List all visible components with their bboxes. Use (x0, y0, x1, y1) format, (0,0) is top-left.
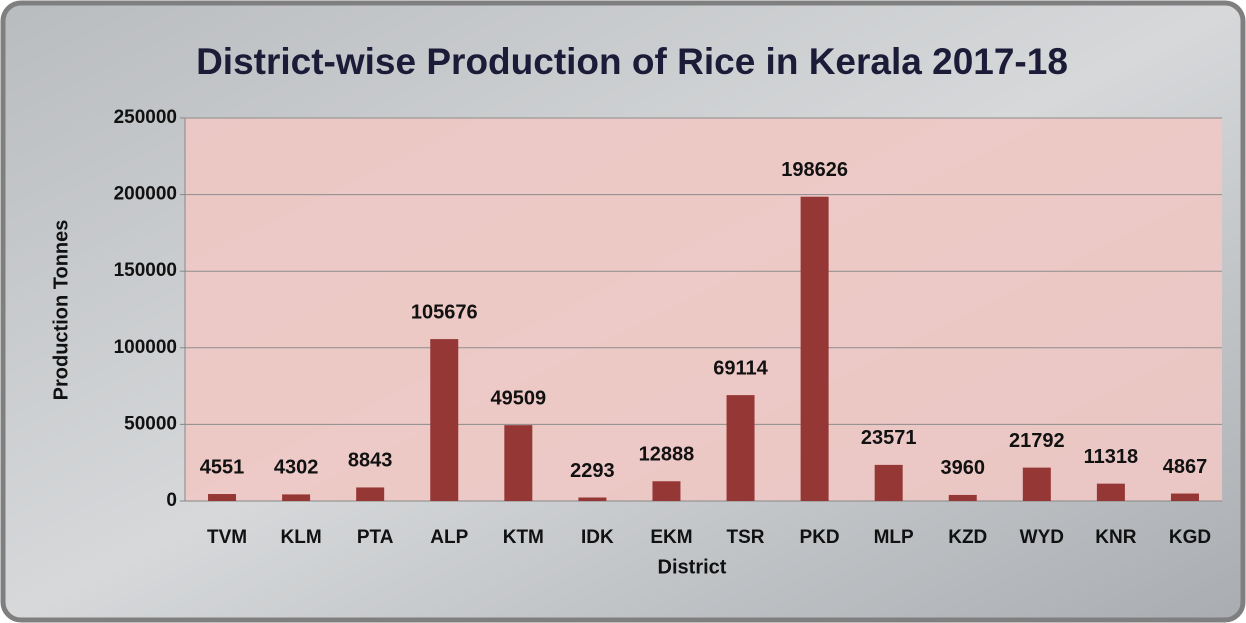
value-label: 3960 (941, 457, 986, 479)
x-tick-label: KTM (503, 527, 544, 548)
value-label: 23571 (861, 427, 917, 449)
x-tick-label: PTA (357, 527, 394, 548)
x-tick-label: TSR (727, 527, 765, 548)
bar (801, 197, 829, 501)
value-label: 8843 (348, 450, 393, 472)
bar (282, 494, 310, 501)
bar (356, 487, 384, 501)
value-label: 49509 (491, 387, 547, 409)
bar (875, 465, 903, 501)
value-label: 2293 (570, 460, 615, 482)
x-tick-label: IDK (581, 527, 614, 548)
x-tick-label: MLP (874, 527, 914, 548)
x-tick-label: KLM (281, 527, 322, 548)
page: {"chart_data": {"type": "bar", "title": … (0, 0, 1246, 623)
bar (578, 497, 606, 501)
chart: District-wise Production of Rice in Kera… (0, 0, 1246, 623)
value-label: 4551 (200, 456, 245, 478)
value-label: 4302 (274, 457, 319, 479)
value-label: 4867 (1163, 456, 1208, 478)
bar (1097, 484, 1125, 501)
bar (1171, 494, 1199, 501)
y-tick-label: 150000 (114, 260, 177, 281)
y-tick-label: 250000 (114, 107, 177, 128)
x-tick-label: EKM (650, 527, 692, 548)
x-tick-label: ALP (430, 527, 468, 548)
bar (727, 395, 755, 501)
y-tick-label: 0 (166, 490, 177, 511)
y-tick-label: 100000 (114, 337, 177, 358)
value-label: 69114 (713, 357, 768, 379)
x-axis-label: District (658, 556, 727, 578)
chart-title: District-wise Production of Rice in Kera… (196, 41, 1068, 82)
bar (652, 481, 680, 501)
value-label: 12888 (639, 444, 695, 466)
plot-area (185, 118, 1222, 501)
x-tick-label: TVM (207, 527, 247, 548)
y-tick-label: 50000 (124, 413, 177, 434)
bar (430, 339, 458, 501)
x-tick-label: KNR (1095, 527, 1136, 548)
value-label: 11318 (1084, 446, 1139, 468)
x-tick-label: WYD (1020, 527, 1064, 548)
y-axis-label: Production Tonnes (50, 220, 72, 401)
value-label: 21792 (1009, 430, 1065, 452)
x-tick-label: KGD (1169, 527, 1211, 548)
bar (949, 495, 977, 501)
y-tick-label: 200000 (114, 184, 177, 205)
bar (208, 494, 236, 501)
x-tick-label: PKD (800, 527, 840, 548)
value-label: 105676 (411, 301, 478, 323)
bar (1023, 468, 1051, 501)
x-tick-label: KZD (948, 527, 987, 548)
value-label: 198626 (781, 159, 848, 181)
bar (504, 425, 532, 501)
